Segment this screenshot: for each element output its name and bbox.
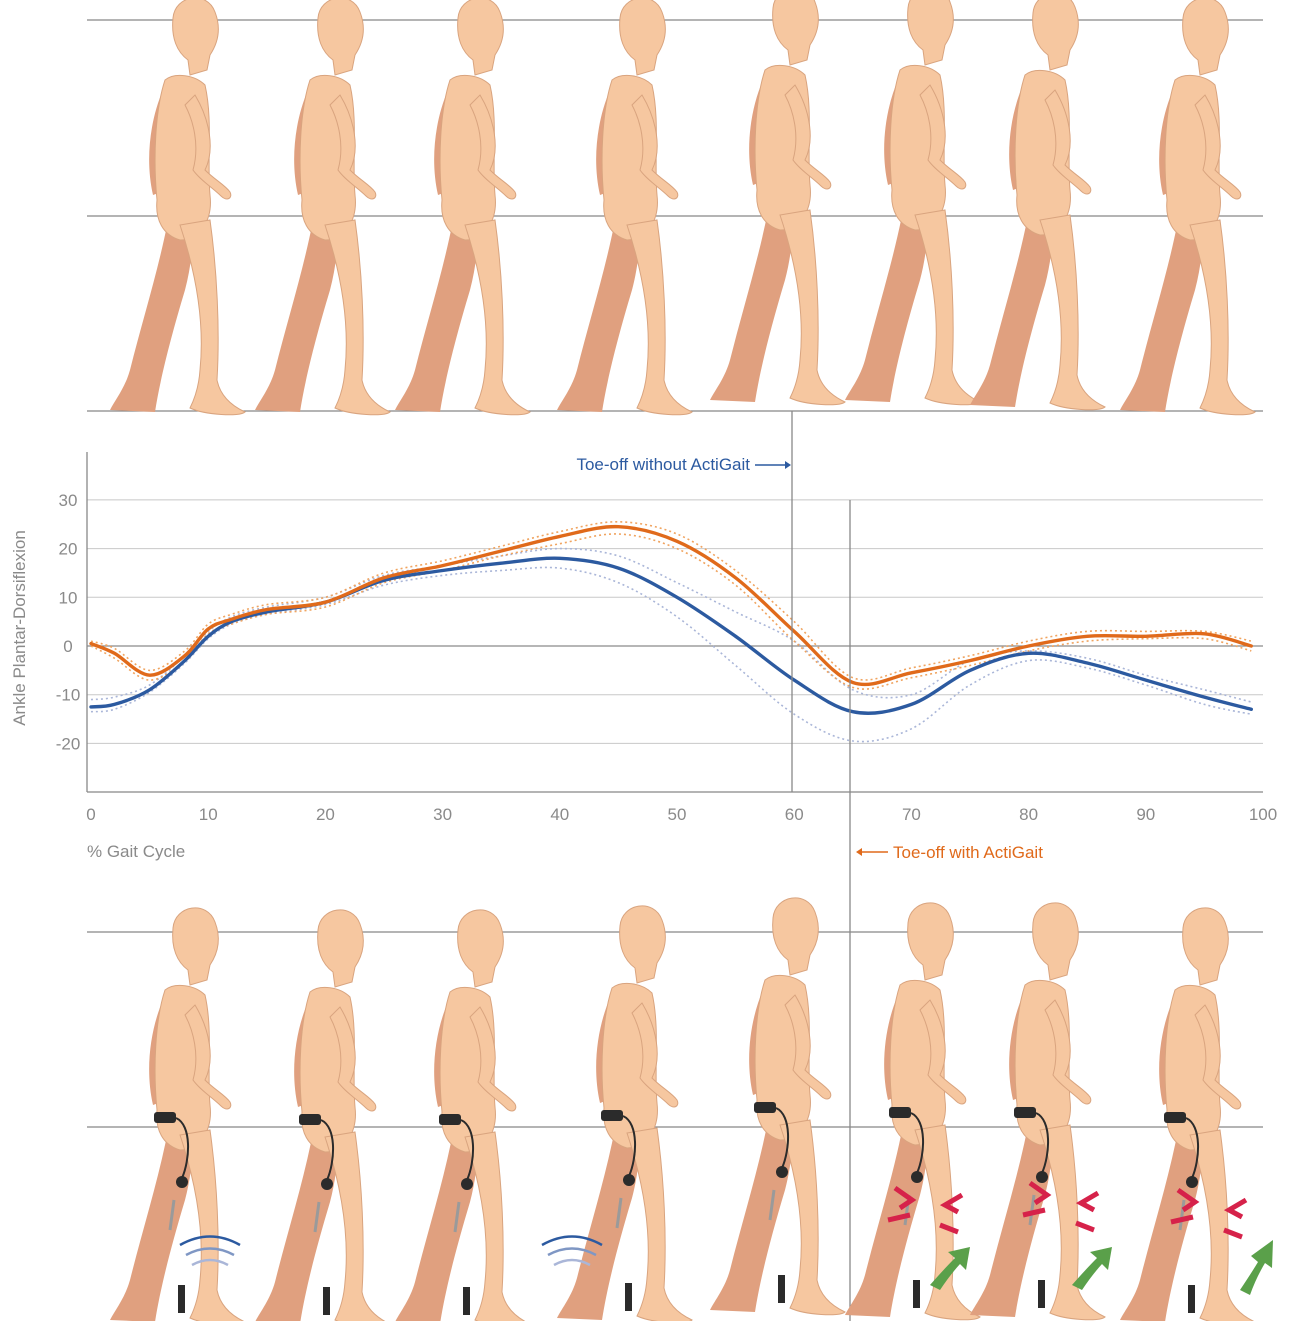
lift-arrow-icon (930, 1247, 970, 1290)
y-tick-labels: -20 -10 0 10 20 30 (56, 491, 81, 754)
series-upper-bound (90, 520, 1252, 681)
radio-wave-icon (179, 1235, 241, 1267)
walker-with-device (709, 897, 846, 1316)
variability-bands (90, 520, 1252, 743)
walker-with-device (109, 907, 246, 1321)
muscle-stimulation-icon (887, 1185, 964, 1235)
muscle-stimulation-icon (1022, 1180, 1100, 1233)
muscle-stimulation-icon (1170, 1187, 1248, 1240)
arrow-left-icon (856, 848, 888, 856)
x-axis-title: % Gait Cycle (87, 842, 185, 861)
radio-wave-icon (541, 1235, 603, 1267)
y-tick-label: -10 (56, 686, 81, 705)
walker-figure (969, 0, 1106, 411)
x-tick-label: 60 (785, 805, 804, 824)
y-tick-label: 30 (59, 491, 78, 510)
series-lower-bound (90, 533, 1252, 690)
x-tick-label: 20 (316, 805, 335, 824)
series-lines (89, 524, 1253, 715)
x-tick-label: 80 (1019, 805, 1038, 824)
y-axis-title: Ankle Plantar-Dorsiflexion (10, 530, 29, 726)
x-tick-label: 100 (1249, 805, 1277, 824)
walker-figure (556, 0, 693, 416)
walker-figure (709, 0, 846, 406)
toe-off-with-label: Toe-off with ActiGait (893, 843, 1043, 862)
x-tick-label: 30 (433, 805, 452, 824)
y-tick-label: -20 (56, 734, 81, 753)
walker-with-device (394, 909, 531, 1321)
y-tick-label: 10 (59, 588, 78, 607)
series-line (89, 524, 1253, 687)
y-tick-label: 20 (59, 540, 78, 559)
series-line (89, 556, 1253, 715)
y-tick-label: 0 (63, 637, 72, 656)
series-upper-bound (90, 547, 1252, 703)
toe-off-without-label: Toe-off without ActiGait (576, 455, 750, 474)
x-tick-label: 50 (668, 805, 687, 824)
walker-figure (844, 0, 981, 406)
bottom-walkers-panel (87, 897, 1273, 1321)
walker-with-device (969, 902, 1106, 1321)
lift-arrow-icon (1240, 1240, 1273, 1295)
walker-figure (109, 0, 246, 416)
top-walkers-panel (87, 0, 1263, 416)
x-tick-label: 90 (1136, 805, 1155, 824)
lift-arrow-icon (1072, 1247, 1112, 1290)
walker-figure (254, 0, 391, 416)
walker-with-device (1119, 907, 1256, 1321)
walker-with-device (556, 905, 693, 1321)
x-tick-label: 0 (86, 805, 95, 824)
arrow-right-icon (755, 461, 791, 469)
walker-figure (394, 0, 531, 416)
ankle-angle-chart: -20 -10 0 10 20 30 0 10 20 30 40 50 60 70 80 90 100 Ank… (10, 411, 1277, 1321)
x-tick-label: 40 (550, 805, 569, 824)
x-tick-labels: 0 10 20 30 40 50 60 70 80 90 100 (86, 805, 1277, 824)
walker-figure (1119, 0, 1256, 416)
x-tick-label: 10 (199, 805, 218, 824)
x-tick-label: 70 (902, 805, 921, 824)
chart-grid (87, 499, 1263, 744)
walker-with-device (254, 909, 391, 1321)
